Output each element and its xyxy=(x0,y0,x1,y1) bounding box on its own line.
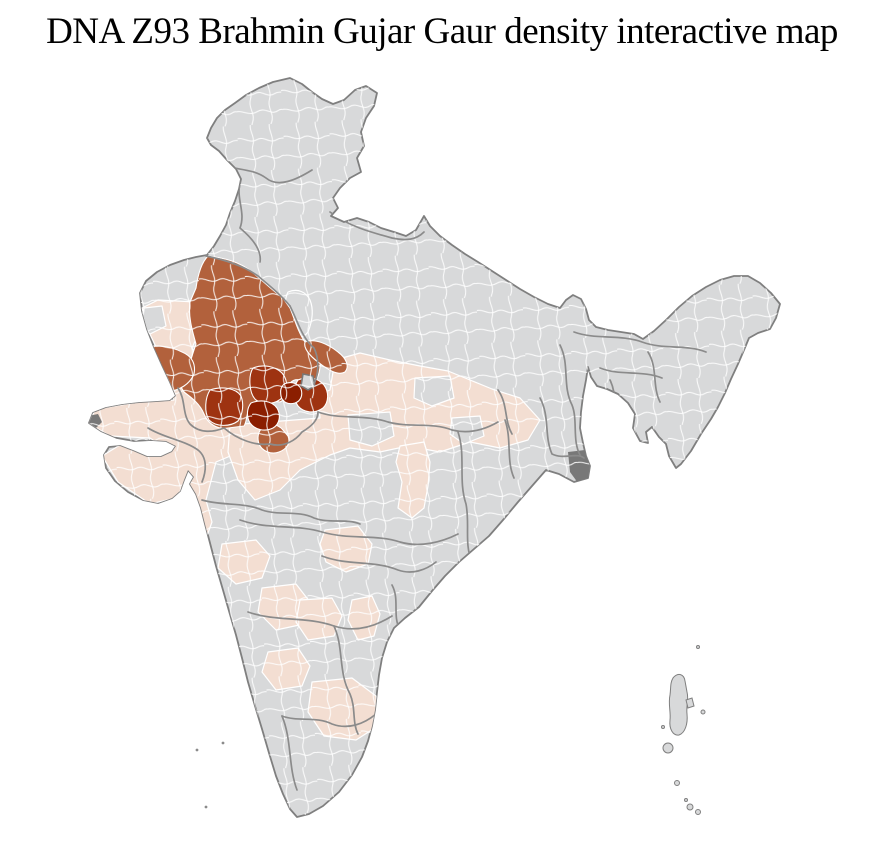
state-borders xyxy=(147,157,707,791)
map-title: DNA Z93 Brahmin Gujar Gaur density inter… xyxy=(46,11,838,52)
lakshadweep-islands xyxy=(195,741,225,809)
andaman-nicobar-islands xyxy=(661,645,706,815)
district-medium-mumbai[interactable] xyxy=(198,533,208,547)
